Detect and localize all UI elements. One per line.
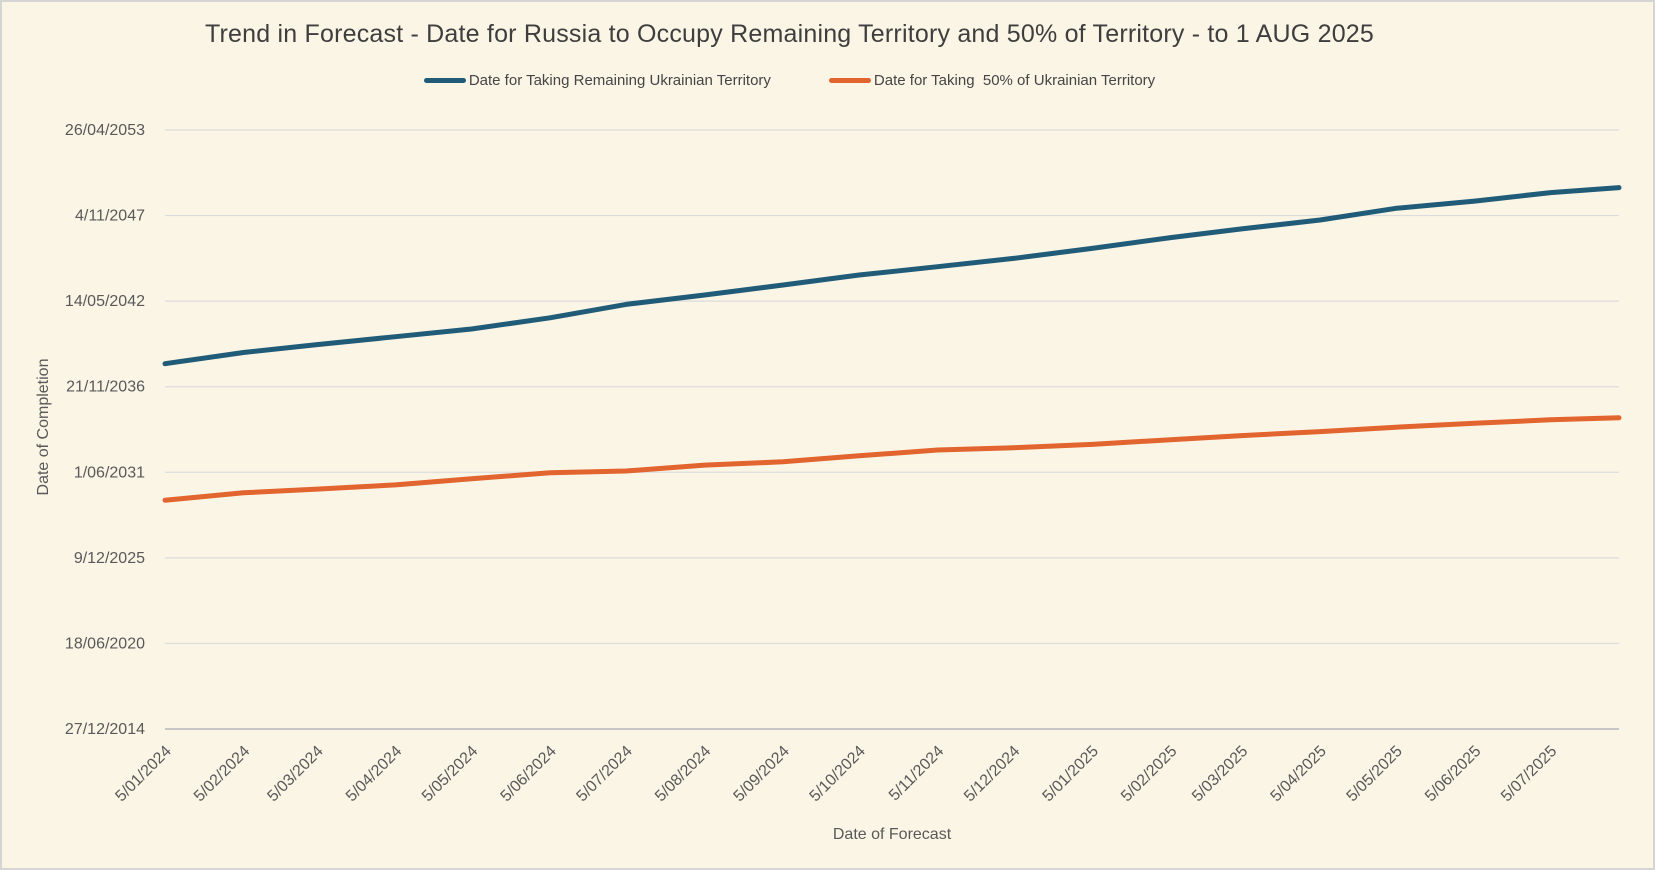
x-tick-label: 5/04/2024	[343, 743, 405, 805]
y-tick-label: 4/11/2047	[75, 208, 145, 225]
x-tick-label: 5/03/2024	[264, 743, 326, 805]
x-tick-label: 5/07/2025	[1498, 743, 1560, 805]
y-axis-title: Date of Completion	[35, 358, 52, 496]
x-tick-label: 5/07/2024	[573, 743, 635, 805]
legend-line-swatch-orange-icon	[828, 78, 871, 83]
legend-line-swatch-blue-icon	[423, 78, 466, 83]
y-tick-label: 1/06/2031	[74, 464, 145, 481]
x-tick-label: 5/04/2025	[1268, 743, 1330, 805]
x-tick-label: 5/06/2025	[1422, 743, 1484, 805]
series-line-remaining-territory	[162, 185, 1622, 367]
y-tick-label: 26/04/2053	[65, 122, 145, 139]
x-tick-label: 5/05/2024	[419, 743, 481, 805]
x-tick-label: 5/10/2024	[807, 743, 869, 805]
x-tick-label: 5/12/2024	[961, 743, 1023, 805]
x-axis-title: Date of Forecast	[832, 826, 952, 843]
x-tick-label: 5/03/2025	[1189, 743, 1251, 805]
y-tick-label: 21/11/2036	[66, 379, 145, 396]
y-tick-label: 9/12/2025	[74, 550, 145, 567]
x-tick-label: 5/05/2025	[1344, 743, 1406, 805]
legend-item-remaining-territory: Date for Taking Remaining Ukrainian Terr…	[423, 72, 771, 89]
y-tick-label: 14/05/2042	[65, 293, 145, 310]
legend-label-remaining-territory: Date for Taking Remaining Ukrainian Terr…	[468, 72, 771, 89]
x-tick-label: 5/09/2024	[731, 743, 793, 805]
x-tick-label: 5/02/2024	[191, 743, 253, 805]
x-tick-label: 5/11/2024	[886, 743, 948, 805]
x-tick-label: 5/02/2025	[1118, 743, 1180, 805]
legend: Date for Taking Remaining Ukrainian Terr…	[2, 72, 1577, 89]
series-line-50pct-territory	[162, 415, 1622, 503]
x-tick-label: 5/01/2024	[112, 743, 174, 805]
x-tick-label: 5/06/2024	[498, 743, 560, 805]
y-tick-label: 18/06/2020	[65, 635, 145, 652]
y-tick-label: 27/12/2014	[65, 721, 145, 738]
legend-label-50pct-territory: Date for Taking 50% of Ukrainian Territo…	[873, 72, 1156, 89]
x-tick-label: 5/08/2024	[652, 743, 714, 805]
x-tick-label: 5/01/2025	[1040, 743, 1102, 805]
chart-title: Trend in Forecast - Date for Russia to O…	[204, 20, 1375, 48]
legend-item-50pct-territory: Date for Taking 50% of Ukrainian Territo…	[828, 72, 1156, 89]
